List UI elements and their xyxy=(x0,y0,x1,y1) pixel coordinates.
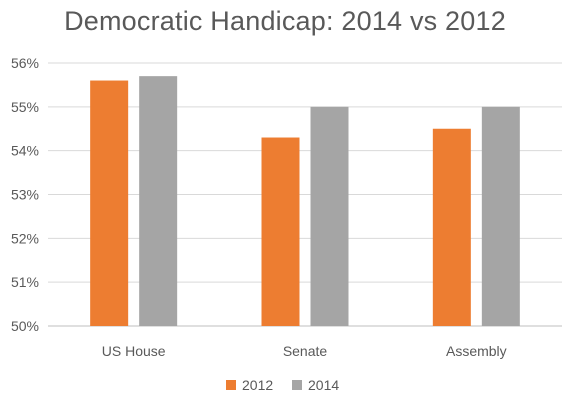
bar-2012-senate xyxy=(261,137,300,326)
bar-2014-us-house xyxy=(139,76,178,327)
y-tick-label: 52% xyxy=(11,230,39,246)
x-tick-label: Senate xyxy=(283,343,328,359)
y-tick-label: 50% xyxy=(11,318,39,334)
y-tick-label: 53% xyxy=(11,187,39,203)
x-tick-label: US House xyxy=(102,343,166,359)
bar-2012-assembly xyxy=(432,128,471,326)
y-tick-label: 54% xyxy=(11,143,39,159)
legend-label-2014: 2014 xyxy=(308,377,339,393)
y-tick-label: 51% xyxy=(11,274,39,290)
legend-swatch-2012 xyxy=(226,380,236,390)
legend-swatch-2014 xyxy=(292,380,302,390)
x-tick-label: Assembly xyxy=(446,343,507,359)
chart-title: Democratic Handicap: 2014 vs 2012 xyxy=(64,6,506,36)
bar-2014-senate xyxy=(310,106,349,326)
bar-2012-us-house xyxy=(90,80,129,327)
y-tick-label: 56% xyxy=(11,55,39,71)
y-tick-label: 55% xyxy=(11,99,39,115)
legend-label-2012: 2012 xyxy=(242,377,273,393)
bar-2014-assembly xyxy=(481,106,520,326)
